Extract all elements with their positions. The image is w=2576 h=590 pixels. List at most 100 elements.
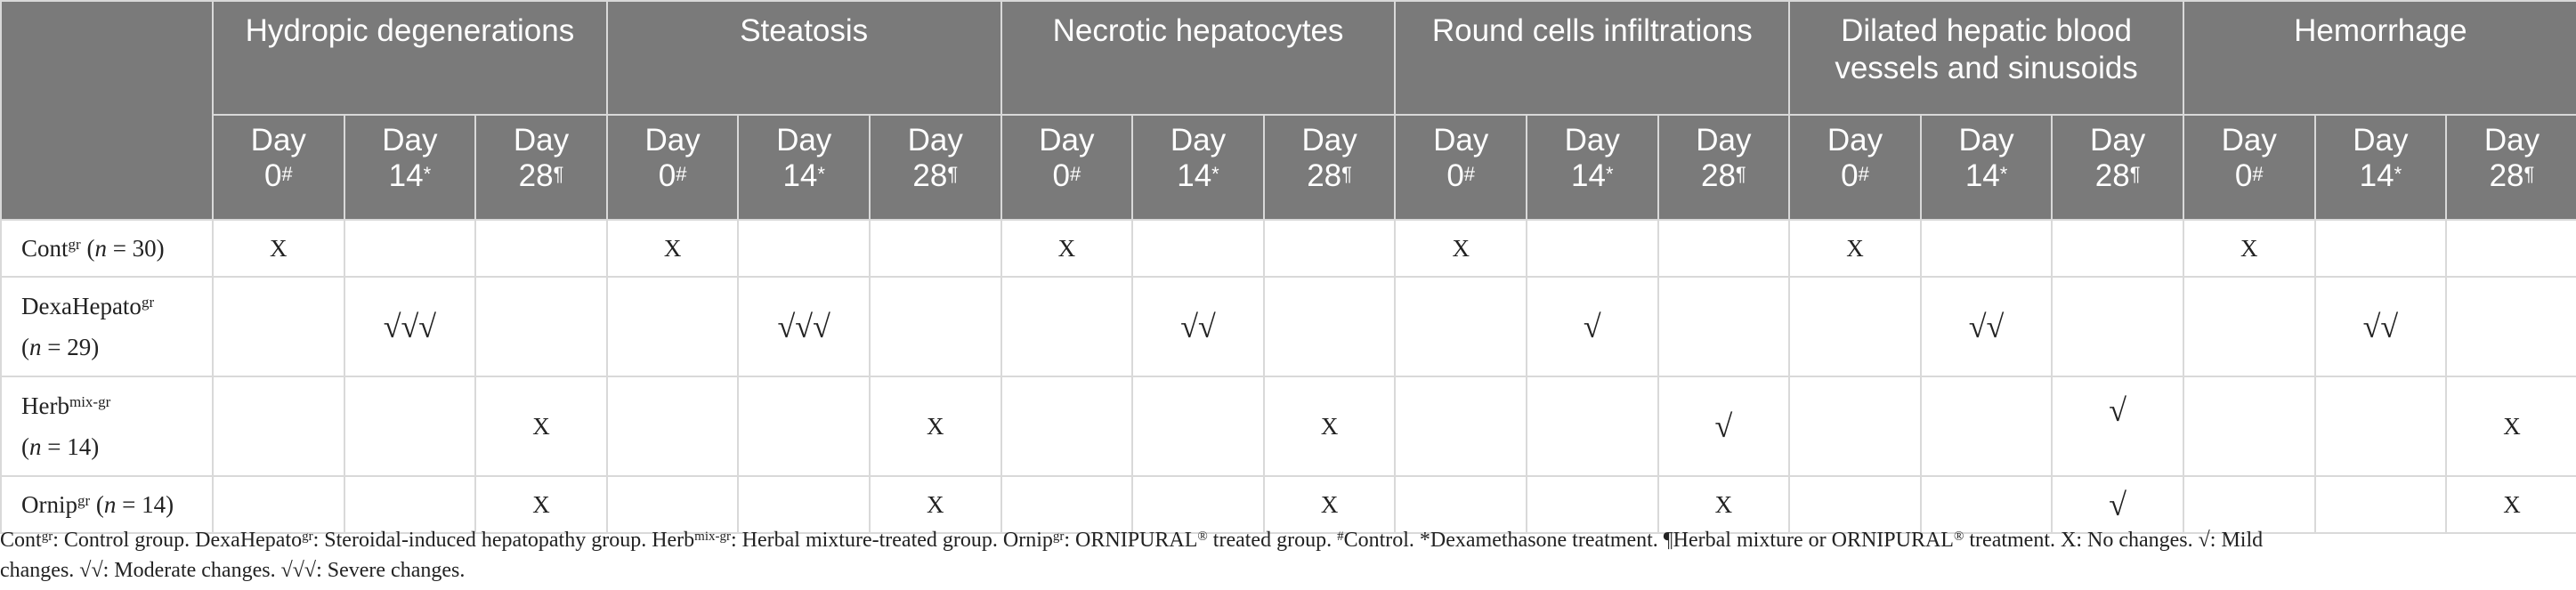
table-cell xyxy=(2182,276,2316,377)
group-header: Steatosis xyxy=(605,0,1002,116)
footnote-line-2: changes. √√: Moderate changes. √√√: Seve… xyxy=(0,559,466,582)
day-mark: # xyxy=(2252,163,2264,185)
day-header: Day 0# xyxy=(1000,114,1134,221)
table-cell xyxy=(474,276,608,377)
day-header: Day 14* xyxy=(737,114,871,221)
table-cell xyxy=(343,475,477,534)
table-cell: X xyxy=(2182,219,2316,278)
day-mark: ¶ xyxy=(553,163,564,185)
table-cell xyxy=(1919,219,2054,278)
table-cell xyxy=(1788,376,1922,477)
day-word: Day 14 xyxy=(1170,123,1227,193)
day-word: Day 14 xyxy=(2353,123,2409,193)
change-mark: √ xyxy=(1714,408,1733,444)
day-word: Day 14 xyxy=(1958,123,2014,193)
footnote-sup: mix-gr xyxy=(694,529,731,544)
table-cell: √ xyxy=(2051,376,2184,477)
table-cell xyxy=(2051,219,2184,278)
day-header: Day 0# xyxy=(212,114,345,221)
day-mark: * xyxy=(2394,163,2402,185)
table-row: Ornipgr (n = 14) X X X X √ X xyxy=(0,475,2576,534)
n-letter: n xyxy=(103,491,117,518)
no-change-mark: X xyxy=(1714,490,1733,518)
row-label: Herbmix-gr (n = 14) xyxy=(0,376,214,477)
change-mark: √√ xyxy=(1968,309,2005,344)
corner-cell xyxy=(0,0,214,221)
change-mark: √ xyxy=(1583,309,1601,344)
day-header: Day 14* xyxy=(1525,114,1659,221)
day-mark: ¶ xyxy=(2523,163,2535,185)
day-header: Day 0# xyxy=(1394,114,1527,221)
table-cell xyxy=(1262,276,1397,377)
table-container: Hydropic degenerations Steatosis Necroti… xyxy=(0,0,2576,534)
day-word: Day 28 xyxy=(1696,123,1752,193)
table-cell xyxy=(212,475,345,534)
table-row: Herbmix-gr (n = 14) X X X √ √ X xyxy=(0,376,2576,477)
day-header: Day 14* xyxy=(2313,114,2448,221)
no-change-mark: X xyxy=(1320,412,1339,440)
change-mark: √√√ xyxy=(777,309,830,344)
group-header: Hemorrhage xyxy=(2182,0,2576,116)
day-mark: # xyxy=(1070,163,1081,185)
day-header: Day 14* xyxy=(1131,114,1265,221)
table-cell xyxy=(605,475,740,534)
day-header: Day 0# xyxy=(605,114,740,221)
group-name: Cont xyxy=(21,235,69,262)
n-count: = 30) xyxy=(106,235,165,262)
no-change-mark: X xyxy=(2503,490,2521,518)
group-name: Herb xyxy=(21,392,69,419)
table-cell: X xyxy=(474,376,608,477)
footnote-text: : Herbal mixture-treated group. Ornip xyxy=(731,529,1053,552)
table-cell: X xyxy=(2445,376,2576,477)
table-cell: √√ xyxy=(1131,276,1265,377)
table-cell xyxy=(1131,219,1265,278)
group-sup: gr xyxy=(141,294,155,311)
table-cell: X xyxy=(868,376,1002,477)
table-cell xyxy=(1525,475,1659,534)
table-cell xyxy=(1000,376,1134,477)
no-change-mark: X xyxy=(927,490,944,518)
change-mark: √ xyxy=(2109,392,2127,428)
change-mark: √√ xyxy=(1180,309,1216,344)
table-body: Contgr (n = 30) X X X X X X DexaHepatogr (n = 29… xyxy=(0,219,2576,534)
day-header: Day 0# xyxy=(1788,114,1922,221)
n-count: = 14) xyxy=(116,491,174,518)
table-row: Contgr (n = 30) X X X X X X xyxy=(0,219,2576,278)
day-word: Day 0 xyxy=(1433,123,1489,193)
table-cell xyxy=(2445,276,2576,377)
group-header: Round cells infiltrations xyxy=(1394,0,1791,116)
row-label: DexaHepatogr (n = 29) xyxy=(0,276,214,377)
table-cell xyxy=(2445,219,2576,278)
table-cell xyxy=(2313,376,2448,477)
day-mark: # xyxy=(1858,163,1869,185)
n-count: = 29) xyxy=(41,334,100,360)
day-word: Day 14 xyxy=(1564,123,1620,193)
table-cell xyxy=(1919,475,2054,534)
table-cell xyxy=(212,276,345,377)
day-mark: # xyxy=(281,163,293,185)
day-header: Day 28¶ xyxy=(1657,114,1791,221)
table-cell xyxy=(1919,376,2054,477)
n-letter: n xyxy=(94,235,107,262)
day-mark: * xyxy=(423,163,432,185)
table-cell xyxy=(1788,276,1922,377)
day-header: Day 0# xyxy=(2182,114,2316,221)
day-header: Day 28¶ xyxy=(2051,114,2184,221)
day-header: Day 28¶ xyxy=(474,114,608,221)
table-cell xyxy=(868,219,1002,278)
footnote-sup: # xyxy=(1337,529,1344,544)
footnote-text: treated group. xyxy=(1207,529,1338,552)
footnote-text: : Control group. DexaHepato xyxy=(53,529,303,552)
no-change-mark: X xyxy=(1320,490,1339,518)
no-change-mark: X xyxy=(927,412,944,440)
table-cell xyxy=(1262,219,1397,278)
footnote-sup: gr xyxy=(41,529,53,544)
group-header: Hydropic degenerations xyxy=(212,0,608,116)
day-mark: ¶ xyxy=(1341,163,1352,185)
group-sup: gr xyxy=(68,236,81,253)
day-word: Day 28 xyxy=(2090,123,2146,193)
no-change-mark: X xyxy=(1452,234,1470,262)
table-cell xyxy=(2313,475,2448,534)
day-header: Day 28¶ xyxy=(1262,114,1397,221)
n-count: = 14) xyxy=(41,433,100,460)
